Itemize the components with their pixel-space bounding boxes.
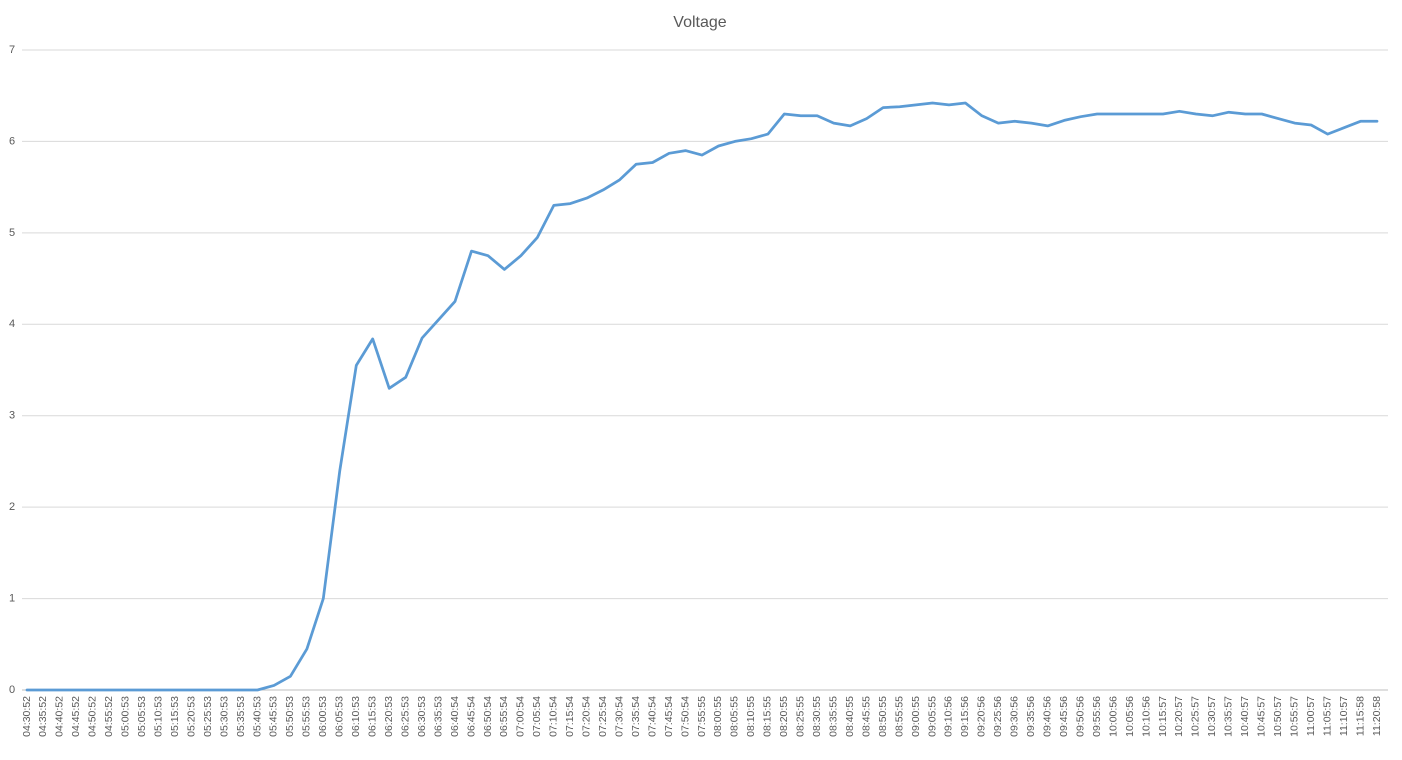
y-tick-label: 7 <box>9 44 15 56</box>
x-tick-label: 07:50:54 <box>679 696 691 737</box>
y-tick-label: 2 <box>9 501 15 513</box>
x-tick-label: 08:20:55 <box>778 696 790 737</box>
x-tick-label: 08:45:55 <box>860 696 872 737</box>
x-tick-label: 05:10:53 <box>152 696 164 737</box>
x-tick-label: 04:30:52 <box>21 696 33 737</box>
data-line <box>25 101 1379 692</box>
x-tick-label: 09:05:55 <box>926 696 938 737</box>
x-tick-label: 10:45:57 <box>1256 696 1268 737</box>
x-tick-label: 07:15:54 <box>564 696 576 737</box>
x-tick-label: 10:25:57 <box>1190 696 1202 737</box>
y-tick-label: 6 <box>9 135 15 147</box>
x-tick-label: 11:20:58 <box>1371 696 1383 736</box>
x-tick-label: 04:55:52 <box>103 696 115 737</box>
x-tick-label: 05:35:53 <box>235 696 247 737</box>
x-tick-label: 10:30:57 <box>1206 696 1218 737</box>
x-tick-label: 07:30:54 <box>613 696 625 737</box>
x-tick-label: 09:40:56 <box>1042 696 1054 737</box>
x-tick-label: 09:15:56 <box>959 696 971 737</box>
x-tick-label: 07:45:54 <box>663 696 675 737</box>
x-tick-label: 05:50:53 <box>284 696 296 737</box>
x-tick-label: 05:20:53 <box>185 696 197 737</box>
x-tick-label: 06:25:53 <box>399 696 411 737</box>
x-tick-label: 08:10:55 <box>745 696 757 737</box>
y-tick-label: 4 <box>9 318 15 330</box>
x-tick-label: 07:00:54 <box>515 696 527 737</box>
y-tick-label: 3 <box>9 410 15 422</box>
x-tick-label: 06:20:53 <box>383 696 395 737</box>
x-tick-label: 04:40:52 <box>54 696 66 737</box>
y-tick-label: 5 <box>9 227 15 239</box>
x-tick-label: 11:15:58 <box>1354 696 1366 736</box>
x-tick-label: 10:00:56 <box>1107 696 1119 737</box>
x-tick-label: 08:30:55 <box>811 696 823 737</box>
x-tick-label: 05:40:53 <box>251 696 263 737</box>
x-tick-label: 08:15:55 <box>762 696 774 737</box>
x-tick-label: 06:10:53 <box>350 696 362 737</box>
x-tick-label: 10:10:56 <box>1140 696 1152 737</box>
x-tick-label: 10:50:57 <box>1272 696 1284 737</box>
x-tick-label: 06:55:54 <box>498 696 510 737</box>
x-tick-label: 05:15:53 <box>169 696 181 737</box>
x-tick-label: 10:55:57 <box>1288 696 1300 737</box>
x-tick-label: 08:25:55 <box>795 696 807 737</box>
y-tick-label: 0 <box>9 684 15 696</box>
x-tick-label: 07:25:54 <box>597 696 609 737</box>
x-tick-label: 04:35:52 <box>37 696 49 737</box>
x-tick-label: 11:05:57 <box>1321 696 1333 736</box>
x-tick-label: 07:35:54 <box>630 696 642 737</box>
x-tick-label: 06:35:53 <box>432 696 444 737</box>
x-tick-label: 05:45:53 <box>268 696 280 737</box>
x-tick-label: 06:50:54 <box>482 696 494 737</box>
x-tick-label: 07:05:54 <box>531 696 543 737</box>
x-tick-label: 10:05:56 <box>1124 696 1136 737</box>
x-tick-label: 05:05:53 <box>136 696 148 737</box>
x-tick-label: 06:05:53 <box>334 696 346 737</box>
x-tick-label: 05:25:53 <box>202 696 214 737</box>
x-tick-label: 06:45:54 <box>465 696 477 737</box>
x-tick-label: 05:00:53 <box>120 696 132 737</box>
x-tick-label: 09:55:56 <box>1091 696 1103 737</box>
x-tick-label: 07:10:54 <box>548 696 560 737</box>
x-tick-label: 06:30:53 <box>416 696 428 737</box>
x-tick-label: 06:00:53 <box>317 696 329 737</box>
x-tick-label: 09:00:55 <box>910 696 922 737</box>
x-tick-label: 06:15:53 <box>367 696 379 737</box>
x-tick-label: 09:20:56 <box>976 696 988 737</box>
x-tick-label: 08:35:55 <box>827 696 839 737</box>
x-tick-label: 09:25:56 <box>992 696 1004 737</box>
x-tick-label: 07:55:55 <box>696 696 708 737</box>
x-tick-label: 04:50:52 <box>87 696 99 737</box>
x-tick-label: 11:00:57 <box>1305 696 1317 736</box>
x-tick-label: 04:45:52 <box>70 696 82 737</box>
x-tick-label: 07:40:54 <box>646 696 658 737</box>
chart-title: Voltage <box>673 14 726 31</box>
x-tick-label: 09:50:56 <box>1074 696 1086 737</box>
x-tick-label: 08:00:55 <box>712 696 724 737</box>
x-tick-label: 08:50:55 <box>877 696 889 737</box>
y-tick-label: 1 <box>9 592 15 604</box>
x-tick-label: 08:05:55 <box>729 696 741 737</box>
x-tick-label: 09:45:56 <box>1058 696 1070 737</box>
x-tick-label: 07:20:54 <box>581 696 593 737</box>
x-tick-label: 10:20:57 <box>1173 696 1185 737</box>
x-tick-label: 08:55:55 <box>893 696 905 737</box>
x-tick-label: 10:15:57 <box>1157 696 1169 737</box>
x-tick-label: 05:55:53 <box>301 696 313 737</box>
x-tick-label: 11:10:57 <box>1338 696 1350 736</box>
x-tick-label: 09:10:56 <box>943 696 955 737</box>
x-tick-label: 10:35:57 <box>1223 696 1235 737</box>
x-tick-label: 09:35:56 <box>1025 696 1037 737</box>
x-tick-label: 06:40:54 <box>449 696 461 737</box>
x-tick-label: 10:40:57 <box>1239 696 1251 737</box>
x-tick-label: 09:30:56 <box>1009 696 1021 737</box>
x-tick-label: 08:40:55 <box>844 696 856 737</box>
x-tick-label: 05:30:53 <box>218 696 230 737</box>
